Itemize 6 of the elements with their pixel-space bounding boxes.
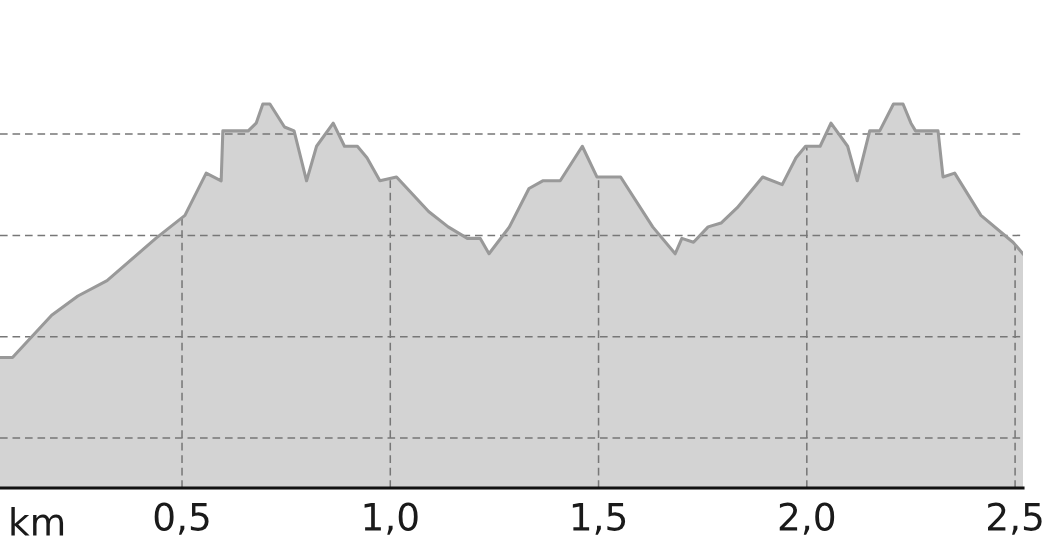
x-tick-label: 1,0 bbox=[364, 502, 418, 535]
x-tick-label: 1,5 bbox=[572, 503, 626, 535]
x-tick-label: 2,5 bbox=[988, 502, 1042, 535]
x-tick-label: 0,5 bbox=[154, 502, 209, 535]
x-axis-title: km bbox=[11, 507, 64, 536]
x-tick-label: 2,0 bbox=[779, 502, 835, 535]
